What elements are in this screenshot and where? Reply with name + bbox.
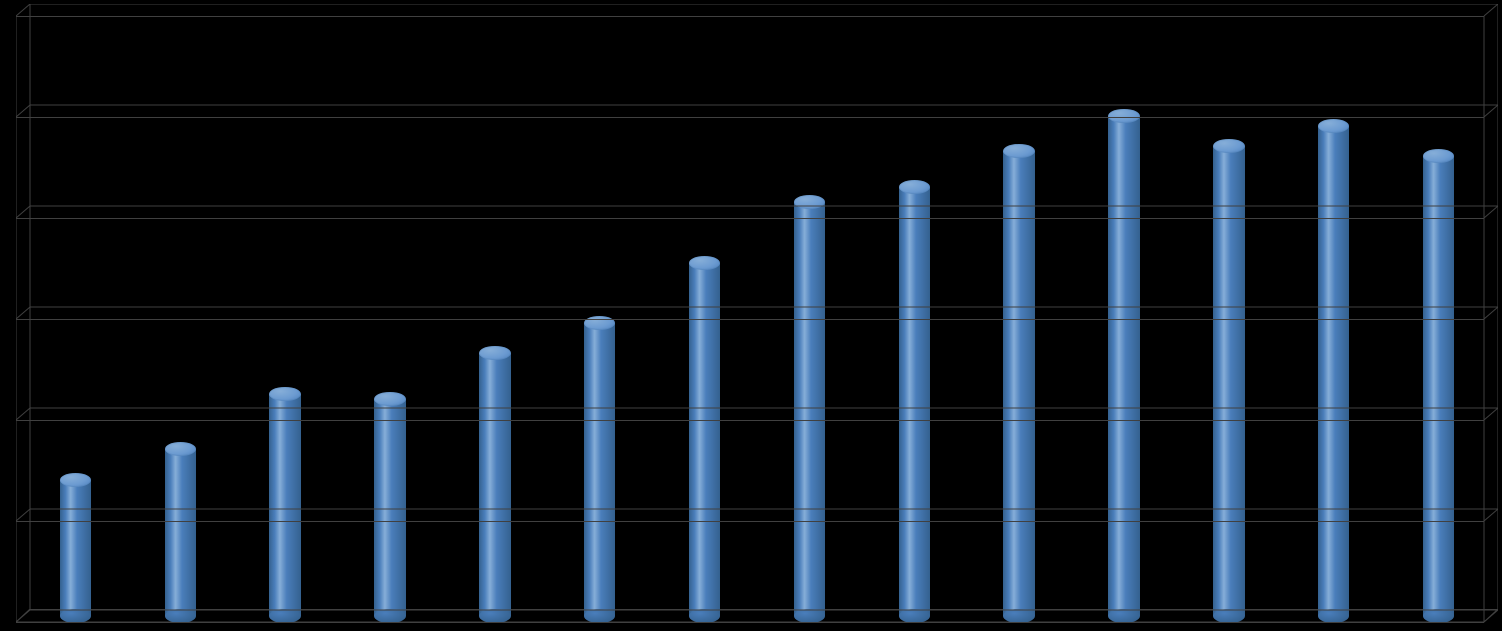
- chart-walls: [16, 4, 1498, 624]
- plot-area: [16, 4, 1498, 624]
- bar-chart: [0, 0, 1502, 631]
